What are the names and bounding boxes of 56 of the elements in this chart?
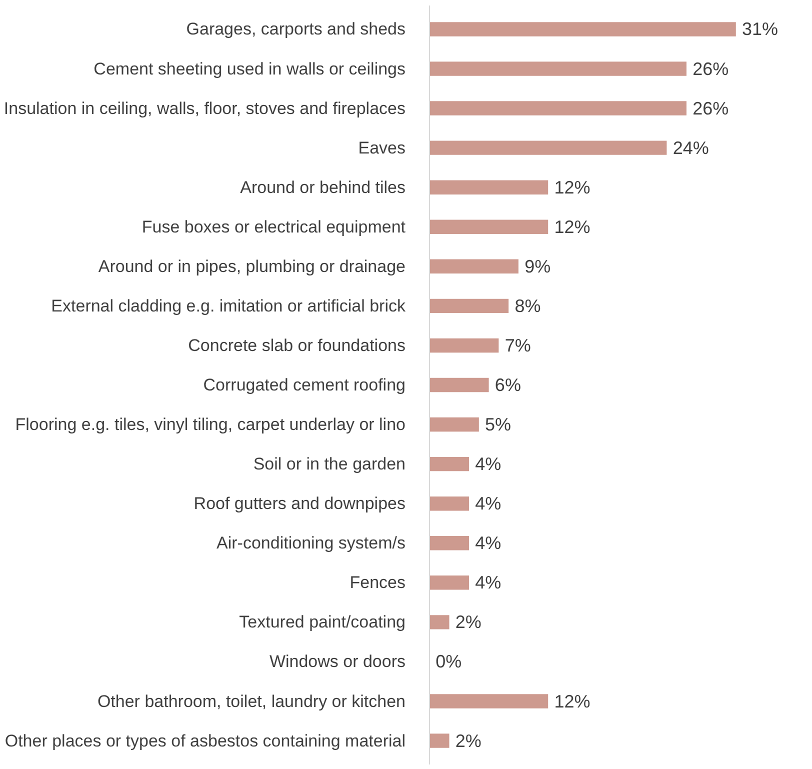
y-tick-label: Insulation in ceiling, walls, floor, stoves and fireplaces xyxy=(4,98,406,118)
bar xyxy=(430,180,548,194)
y-tick-label: Flooring e.g. tiles, vinyl tiling, carpet underlay or lino xyxy=(15,415,406,434)
y-tick-label: Fences xyxy=(350,573,406,592)
bar xyxy=(430,62,686,76)
bar xyxy=(430,734,450,748)
y-tick-label: Concrete slab or foundations xyxy=(188,336,406,355)
y-tick-label: Garages, carports and sheds xyxy=(186,20,406,39)
data-label: 26% xyxy=(692,58,729,79)
bar xyxy=(430,456,470,472)
y-tick-label: Soil or in the garden xyxy=(253,454,406,474)
data-label: 31% xyxy=(742,19,778,40)
bar xyxy=(430,101,686,116)
bar xyxy=(430,496,470,511)
bar xyxy=(430,576,470,590)
y-tick-label: Other bathroom, toilet, laundry or kitchen xyxy=(97,692,406,711)
y-tick-label: Windows or doors xyxy=(269,652,406,672)
y-tick-label: Textured paint/coating xyxy=(239,612,406,632)
data-label: 12% xyxy=(554,177,590,198)
y-tick-label: Eaves xyxy=(358,138,406,158)
data-label: 2% xyxy=(455,612,482,632)
bar xyxy=(430,220,548,234)
bar xyxy=(430,338,499,353)
y-tick-label: Fuse boxes or electrical equipment xyxy=(142,217,406,236)
data-label: 12% xyxy=(554,216,590,237)
y-tick-label: Around or in pipes, plumbing or drainage xyxy=(98,256,406,276)
y-tick-label: Cement sheeting used in walls or ceilings xyxy=(94,59,406,78)
data-label: 0% xyxy=(436,652,462,672)
data-label: 26% xyxy=(692,98,729,118)
bar xyxy=(430,378,489,392)
bar xyxy=(430,298,509,314)
bar xyxy=(430,694,548,708)
data-label: 7% xyxy=(504,335,531,356)
y-tick-label: Around or behind tiles xyxy=(240,178,406,197)
bar xyxy=(430,259,518,274)
bar xyxy=(430,615,450,630)
data-label: 4% xyxy=(475,572,502,593)
bar xyxy=(430,536,470,550)
data-label: 5% xyxy=(485,414,512,435)
bar xyxy=(430,22,736,36)
data-label: 4% xyxy=(475,533,502,554)
y-tick-label: Other places or types of asbestos containing material xyxy=(4,731,406,750)
y-tick-label: Corrugated cement roofing xyxy=(203,376,406,394)
data-label: 8% xyxy=(514,296,541,316)
data-label: 9% xyxy=(524,256,551,276)
data-label: 4% xyxy=(475,494,502,514)
data-label: 2% xyxy=(455,730,482,751)
y-tick-label: External cladding e.g. imitation or artificial brick xyxy=(51,296,406,316)
data-label: 4% xyxy=(475,454,502,474)
bar xyxy=(430,417,479,432)
data-label: 24% xyxy=(672,138,709,158)
y-tick-label: Air-conditioning system/s xyxy=(216,534,406,553)
data-label: 12% xyxy=(554,691,590,712)
data-label: 6% xyxy=(494,375,521,395)
y-tick-label: Roof gutters and downpipes xyxy=(194,494,406,514)
bar xyxy=(430,140,667,155)
